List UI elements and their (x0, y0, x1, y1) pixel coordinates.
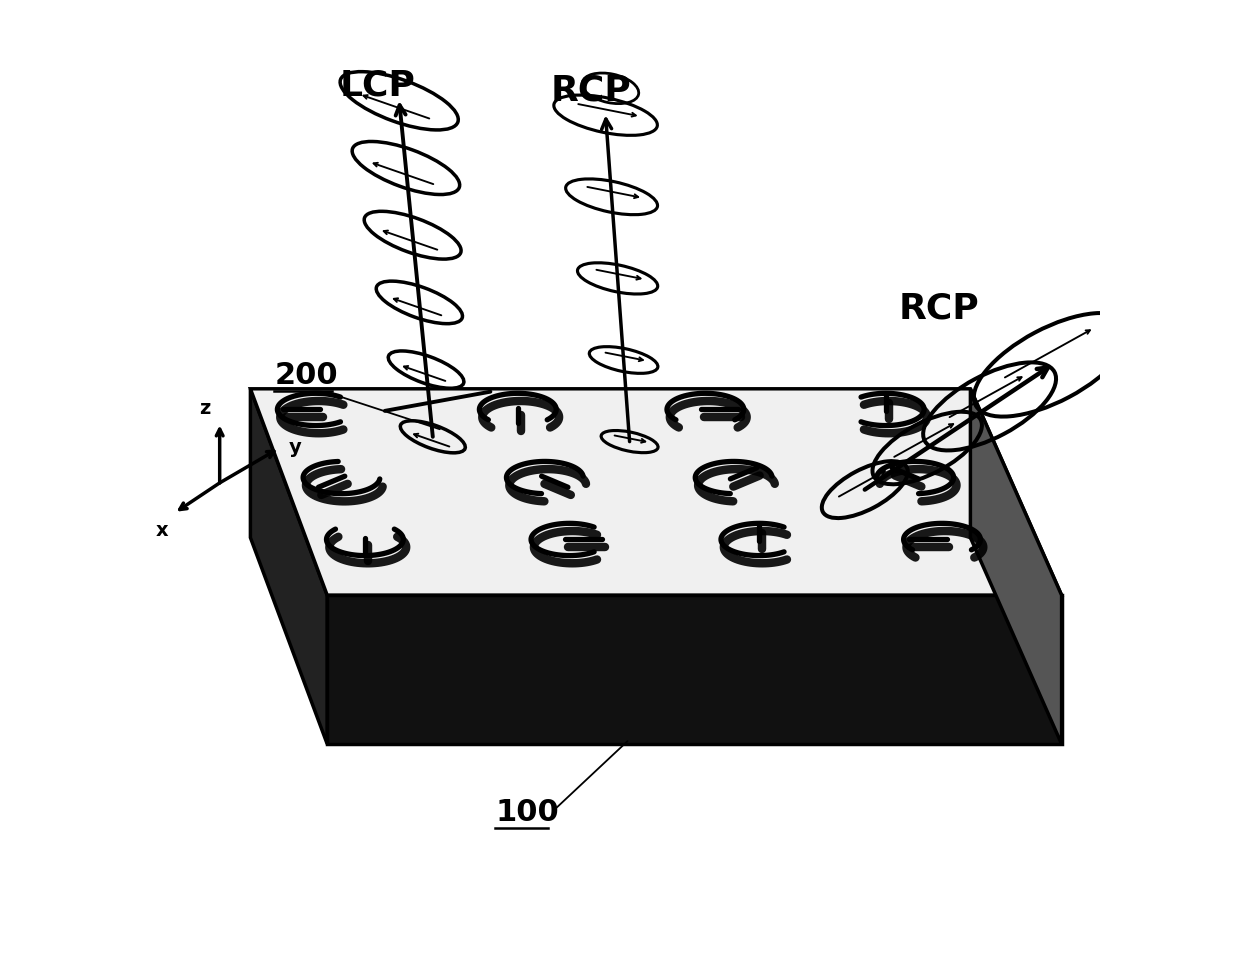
Text: RCP: RCP (551, 74, 631, 108)
Polygon shape (327, 595, 1061, 744)
Polygon shape (971, 389, 1061, 744)
Polygon shape (250, 389, 327, 744)
Text: RCP: RCP (899, 292, 980, 325)
Text: LCP: LCP (340, 69, 415, 103)
Text: z: z (198, 398, 210, 418)
Polygon shape (250, 389, 1061, 595)
Text: y: y (289, 438, 301, 457)
Text: x: x (156, 521, 169, 540)
Text: 100: 100 (495, 798, 559, 827)
Text: 200: 200 (274, 361, 339, 390)
